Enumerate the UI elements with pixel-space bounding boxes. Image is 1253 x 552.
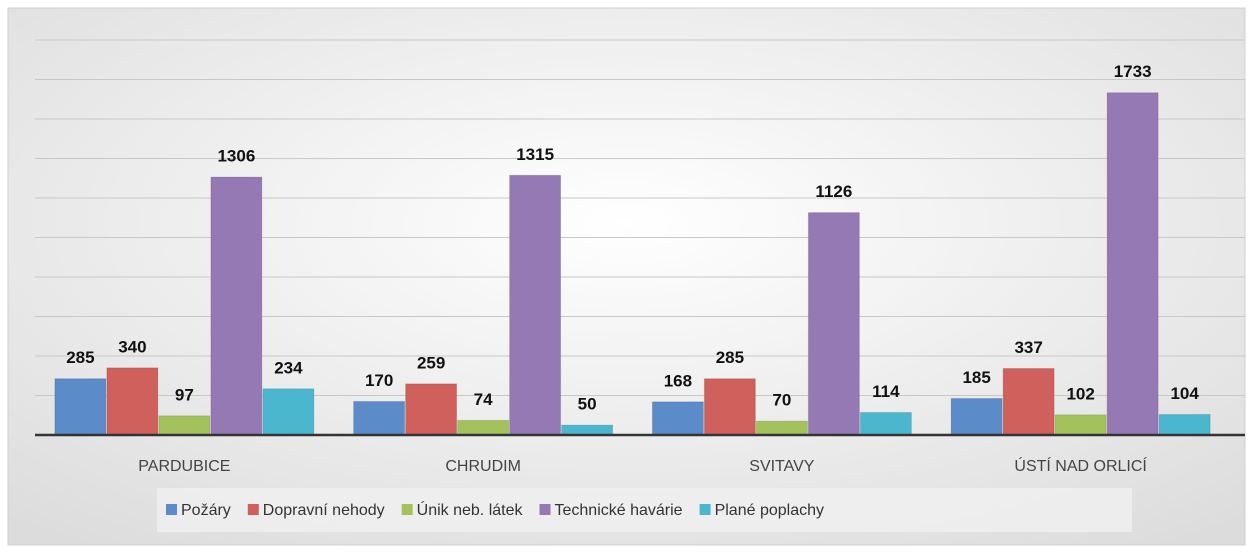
bar bbox=[950, 397, 1003, 436]
data-label: 114 bbox=[872, 382, 900, 401]
data-label: 285 bbox=[66, 348, 94, 367]
bar bbox=[859, 411, 912, 436]
data-label: 70 bbox=[772, 391, 791, 410]
bar bbox=[1106, 92, 1159, 436]
data-label: 1733 bbox=[1114, 62, 1152, 81]
bar bbox=[755, 420, 808, 436]
x-tick-label: PARDUBICE bbox=[138, 458, 230, 475]
bar bbox=[1002, 367, 1055, 436]
bar bbox=[405, 383, 458, 436]
bar bbox=[509, 174, 562, 436]
data-label: 185 bbox=[962, 368, 990, 387]
data-label: 170 bbox=[365, 371, 393, 390]
data-label: 97 bbox=[175, 385, 194, 404]
legend-label: Požáry bbox=[181, 502, 231, 519]
bar bbox=[1054, 414, 1107, 436]
bar bbox=[703, 378, 756, 436]
legend-label: Plané poplachy bbox=[715, 502, 824, 519]
data-label: 74 bbox=[474, 390, 493, 409]
legend-swatch bbox=[247, 504, 259, 515]
data-label: 168 bbox=[664, 371, 692, 390]
x-tick-label: SVITAVY bbox=[749, 458, 815, 475]
data-label: 234 bbox=[274, 358, 303, 377]
bar bbox=[561, 424, 614, 436]
legend-label: Dopravní nehody bbox=[263, 502, 385, 519]
bar bbox=[262, 388, 315, 436]
bar bbox=[1158, 413, 1211, 436]
data-label: 50 bbox=[578, 395, 597, 414]
data-label: 1126 bbox=[815, 182, 852, 201]
data-label: 337 bbox=[1014, 338, 1042, 357]
x-tick-label: ÚSTÍ NAD ORLICÍ bbox=[1014, 456, 1147, 475]
legend-swatch bbox=[166, 504, 177, 515]
data-label: 102 bbox=[1066, 384, 1094, 403]
bar bbox=[457, 419, 510, 436]
data-label: 340 bbox=[118, 337, 146, 356]
bar bbox=[353, 400, 406, 436]
legend-box bbox=[157, 488, 1132, 532]
x-tick-label: CHRUDIM bbox=[445, 458, 521, 475]
legend-label: Únik neb. látek bbox=[417, 500, 524, 519]
bar bbox=[651, 401, 704, 436]
legend-swatch bbox=[699, 504, 711, 515]
bar bbox=[210, 176, 263, 436]
legend-swatch bbox=[539, 504, 551, 515]
bar bbox=[106, 367, 159, 436]
data-label: 285 bbox=[716, 348, 744, 367]
data-label: 259 bbox=[417, 353, 445, 372]
legend-label: Technické havárie bbox=[555, 502, 683, 519]
bar bbox=[158, 415, 211, 436]
legend-swatch bbox=[401, 504, 413, 515]
data-label: 1306 bbox=[217, 147, 255, 166]
bar bbox=[807, 212, 860, 436]
data-label: 104 bbox=[1170, 384, 1199, 403]
bar bbox=[54, 378, 107, 436]
data-label: 1315 bbox=[516, 145, 554, 164]
